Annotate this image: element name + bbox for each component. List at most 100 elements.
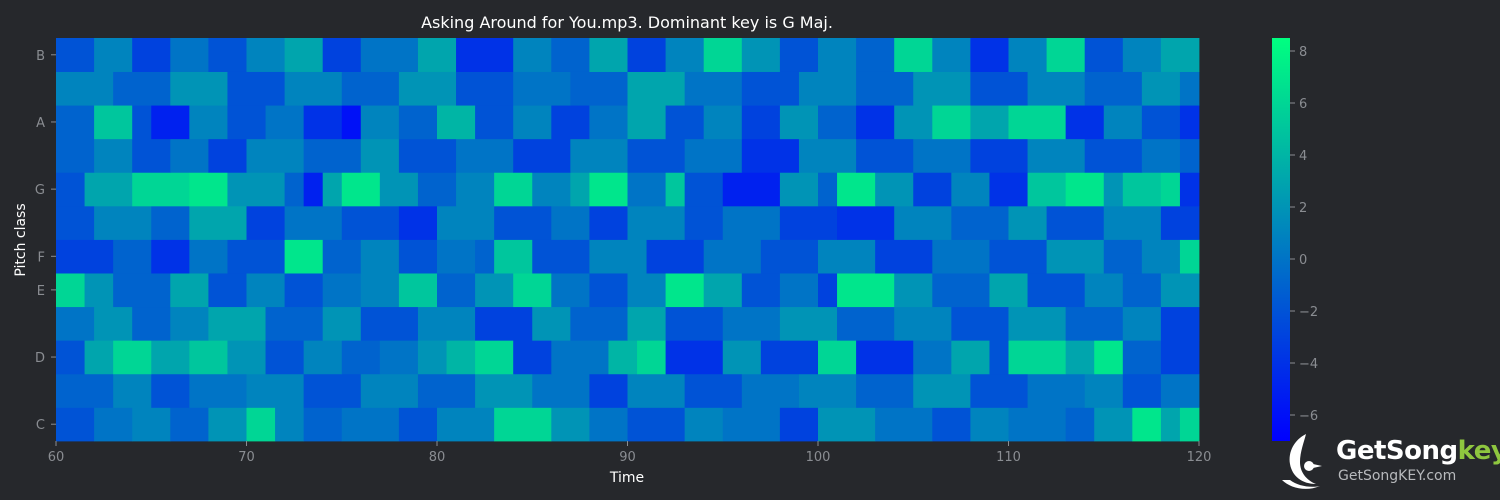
heatmap-cell bbox=[303, 340, 343, 375]
heatmap-cell bbox=[303, 407, 343, 442]
heatmap-cell bbox=[227, 71, 285, 106]
brand-site: GetSongKEY.com bbox=[1338, 468, 1457, 484]
heatmap-cell bbox=[856, 138, 914, 173]
heatmap-cell bbox=[970, 38, 1009, 72]
x-axis-title: Time bbox=[609, 470, 644, 486]
heatmap-cell bbox=[894, 105, 933, 140]
heatmap-cell bbox=[208, 138, 247, 173]
heatmap-cell bbox=[360, 105, 400, 140]
heatmap-cell bbox=[56, 71, 114, 106]
heatmap-cell bbox=[856, 38, 895, 72]
heatmap-cell bbox=[779, 306, 838, 341]
heatmap-cell bbox=[894, 205, 952, 240]
heatmap-cell bbox=[303, 373, 362, 408]
heatmap-cell bbox=[398, 105, 438, 140]
heatmap-cell bbox=[360, 38, 419, 72]
y-axis: C D E F G A B bbox=[35, 49, 56, 433]
heatmap-cell bbox=[1027, 373, 1086, 408]
heatmap-cell bbox=[1027, 71, 1086, 106]
heatmap-cell bbox=[532, 373, 590, 408]
heatmap-cell bbox=[456, 71, 514, 106]
heatmap-cell bbox=[1084, 71, 1143, 106]
heatmap-cell bbox=[1103, 172, 1124, 207]
heatmap-cell bbox=[741, 105, 781, 140]
heatmap-cell bbox=[741, 273, 781, 308]
heatmap-cell bbox=[627, 373, 686, 408]
heatmap-cell bbox=[894, 306, 952, 341]
heatmap-cell bbox=[56, 273, 85, 308]
heatmap-cell bbox=[665, 38, 705, 72]
heatmap-cell bbox=[779, 205, 838, 240]
heatmap-cell bbox=[56, 138, 95, 173]
heatmap-cell bbox=[1084, 273, 1124, 308]
heatmap-cell bbox=[1094, 407, 1133, 442]
heatmap-cell bbox=[513, 38, 552, 72]
heatmap-cell bbox=[637, 340, 666, 375]
heatmap-cell bbox=[703, 239, 762, 274]
heatmap-cell bbox=[398, 205, 438, 240]
heatmap-cell bbox=[818, 407, 876, 442]
heatmap-cell bbox=[1094, 340, 1124, 375]
heatmap-cell bbox=[132, 38, 171, 72]
heatmap-cell bbox=[84, 273, 114, 308]
heatmap-cell bbox=[151, 105, 190, 140]
heatmap-cell bbox=[570, 306, 628, 341]
heatmap-cell bbox=[284, 205, 343, 240]
heatmap-cell bbox=[398, 407, 438, 442]
heatmap-cell bbox=[837, 205, 895, 240]
heatmap-cell bbox=[94, 306, 133, 341]
x-tick-label: 110 bbox=[996, 450, 1021, 465]
heatmap-cell bbox=[398, 71, 457, 106]
heatmap-cell bbox=[303, 105, 343, 140]
heatmap-cell bbox=[551, 340, 609, 375]
heatmap-cell bbox=[1122, 340, 1162, 375]
heatmap-cell bbox=[265, 306, 324, 341]
y-tick-label: B bbox=[36, 49, 45, 64]
heatmap-cell bbox=[741, 138, 800, 173]
heatmap-cell bbox=[284, 71, 343, 106]
heatmap-cell bbox=[760, 239, 819, 274]
colorbar-tick-label: 0 bbox=[1299, 253, 1307, 268]
heatmap-cell bbox=[627, 105, 666, 140]
heatmap-cell bbox=[113, 373, 152, 408]
heatmap-cell bbox=[589, 172, 628, 207]
x-tick-label: 70 bbox=[238, 450, 255, 465]
heatmap-cell bbox=[456, 138, 514, 173]
heatmap-cell bbox=[437, 105, 476, 140]
heatmap-cell bbox=[132, 105, 152, 140]
heatmap-cell bbox=[818, 38, 857, 72]
heatmap-cell bbox=[818, 239, 876, 274]
heatmap-cell bbox=[779, 105, 819, 140]
heatmap-cell bbox=[170, 138, 209, 173]
heatmap-cell bbox=[56, 407, 95, 442]
heatmap-cell bbox=[56, 105, 95, 140]
heatmap-cell bbox=[722, 172, 781, 207]
x-tick-label: 120 bbox=[1187, 450, 1212, 465]
heatmap-cell bbox=[589, 105, 628, 140]
heatmap-cell bbox=[1027, 172, 1067, 207]
heatmap-cell bbox=[684, 407, 724, 442]
heatmap-cell bbox=[551, 273, 590, 308]
heatmap-cell bbox=[1160, 306, 1200, 341]
heatmap-cell bbox=[208, 273, 247, 308]
heatmap-cell bbox=[1132, 407, 1162, 442]
heatmap-cell bbox=[208, 407, 247, 442]
heatmap-cell bbox=[665, 172, 686, 207]
heatmap-cell bbox=[570, 138, 628, 173]
heatmap-cell bbox=[56, 340, 85, 375]
heatmap-cell bbox=[227, 239, 285, 274]
heatmap bbox=[56, 38, 1200, 442]
heatmap-cell bbox=[227, 340, 266, 375]
heatmap-cell bbox=[322, 172, 343, 207]
heatmap-cell bbox=[475, 373, 533, 408]
heatmap-cell bbox=[741, 71, 800, 106]
heatmap-cell bbox=[1179, 407, 1200, 442]
heatmap-cell bbox=[570, 172, 590, 207]
heatmap-cell bbox=[532, 239, 590, 274]
heatmap-cell bbox=[951, 306, 1009, 341]
heatmap-cell bbox=[1141, 239, 1181, 274]
heatmap-cell bbox=[1008, 306, 1067, 341]
heatmap-cell bbox=[665, 273, 705, 308]
bird-logo-icon bbox=[1282, 434, 1322, 489]
